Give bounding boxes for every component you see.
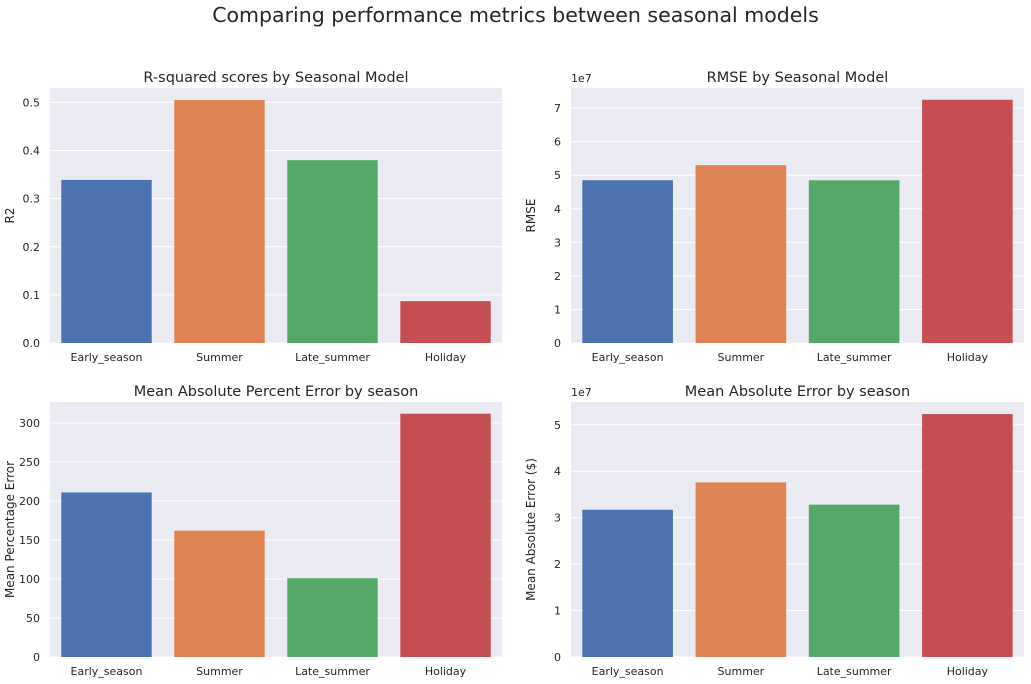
chart-title: RMSE by Seasonal Model xyxy=(707,70,889,86)
bar-late-summer xyxy=(808,180,900,343)
y-tick-label: 4 xyxy=(554,465,561,478)
y-tick-label: 0 xyxy=(554,651,561,664)
x-tick-label: Early_season xyxy=(592,665,664,678)
bar-holiday xyxy=(922,414,1013,657)
y-tick-label: 0.0 xyxy=(23,337,41,350)
y-tick-label: 0.5 xyxy=(23,96,41,109)
bar-summer xyxy=(174,530,265,657)
y-tick-label: 7 xyxy=(554,102,561,115)
bar-early-season xyxy=(582,180,673,343)
y-tick-label: 150 xyxy=(19,534,40,547)
bar-holiday xyxy=(922,99,1013,343)
x-tick-label: Late_summer xyxy=(295,665,370,678)
x-tick-label: Holiday xyxy=(425,351,467,364)
y-tick-label: 5 xyxy=(554,169,561,182)
figure-title: Comparing performance metrics between se… xyxy=(212,3,819,27)
x-tick-label: Late_summer xyxy=(817,665,892,678)
chart-title: Mean Absolute Percent Error by season xyxy=(134,384,419,400)
x-tick-label: Early_season xyxy=(71,351,143,364)
y-tick-label: 200 xyxy=(19,495,40,508)
y-tick-label: 250 xyxy=(19,456,40,469)
bar-holiday xyxy=(400,413,491,657)
y-tick-label: 0.2 xyxy=(23,241,41,254)
bar-early-season xyxy=(61,179,152,343)
x-tick-label: Summer xyxy=(196,351,243,364)
y-axis-label: RMSE xyxy=(524,199,538,233)
y-tick-label: 50 xyxy=(26,612,40,625)
bar-holiday xyxy=(400,301,491,343)
y-tick-label: 3 xyxy=(554,512,561,525)
bar-late-summer xyxy=(808,504,900,657)
y-axis-label: R2 xyxy=(3,208,17,224)
y-tick-label: 6 xyxy=(554,136,561,149)
y-tick-label: 300 xyxy=(19,417,40,430)
x-tick-label: Holiday xyxy=(947,665,989,678)
y-tick-label: 3 xyxy=(554,236,561,249)
bar-late-summer xyxy=(287,160,378,343)
x-tick-label: Summer xyxy=(196,665,243,678)
y-tick-label: 0.1 xyxy=(23,289,41,302)
bar-summer xyxy=(695,482,787,657)
x-tick-label: Summer xyxy=(718,665,765,678)
bar-early-season xyxy=(61,492,152,657)
y-axis-label: Mean Percentage Error xyxy=(3,461,17,598)
y-tick-label: 0 xyxy=(33,651,40,664)
y-tick-label: 0.4 xyxy=(23,145,41,158)
y-tick-label: 2 xyxy=(554,558,561,571)
x-tick-label: Early_season xyxy=(71,665,143,678)
y-tick-label: 1 xyxy=(554,605,561,618)
y-offset-text: 1e7 xyxy=(571,72,592,85)
bar-early-season xyxy=(582,509,673,657)
x-tick-label: Early_season xyxy=(592,351,664,364)
y-tick-label: 5 xyxy=(554,419,561,432)
y-tick-label: 2 xyxy=(554,270,561,283)
x-tick-label: Late_summer xyxy=(295,351,370,364)
y-offset-text: 1e7 xyxy=(571,386,592,399)
y-tick-label: 4 xyxy=(554,203,561,216)
x-tick-label: Late_summer xyxy=(817,351,892,364)
y-tick-label: 0.3 xyxy=(23,193,41,206)
chart-title: Mean Absolute Error by season xyxy=(685,384,910,400)
y-tick-label: 1 xyxy=(554,303,561,316)
x-tick-label: Holiday xyxy=(947,351,989,364)
y-tick-label: 0 xyxy=(554,337,561,350)
x-tick-label: Holiday xyxy=(425,665,467,678)
x-tick-label: Summer xyxy=(718,351,765,364)
bar-summer xyxy=(695,165,787,343)
bar-summer xyxy=(174,100,265,343)
chart-title: R-squared scores by Seasonal Model xyxy=(143,70,408,86)
y-axis-label: Mean Absolute Error ($) xyxy=(524,458,538,601)
bar-late-summer xyxy=(287,578,378,657)
y-tick-label: 100 xyxy=(19,573,40,586)
